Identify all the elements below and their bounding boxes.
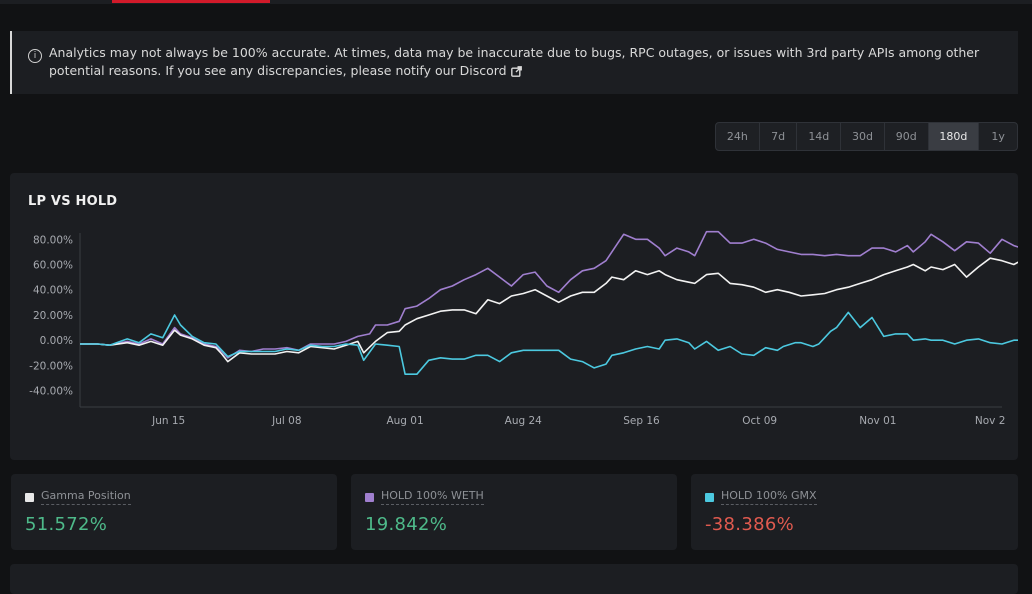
stat-value: -38.386% bbox=[705, 514, 794, 535]
chart-title: LP VS HOLD bbox=[28, 194, 118, 209]
y-tick-label: 0.00% bbox=[40, 335, 73, 347]
stat-label: HOLD 100% WETH bbox=[365, 489, 484, 505]
stat-value: 19.842% bbox=[365, 514, 448, 535]
stat-label-text[interactable]: HOLD 100% WETH bbox=[381, 489, 484, 505]
x-tick-label: Aug 01 bbox=[386, 415, 423, 427]
series-line-2 bbox=[80, 311, 1018, 375]
range-button-90d[interactable]: 90d bbox=[885, 123, 929, 150]
analytics-disclaimer: i Analytics may not always be 100% accur… bbox=[10, 31, 1018, 94]
y-tick-label: 20.00% bbox=[33, 310, 73, 322]
y-tick-label: 80.00% bbox=[33, 234, 73, 246]
series-line-1 bbox=[80, 257, 1018, 363]
external-link-icon[interactable] bbox=[510, 64, 522, 82]
x-tick-label: Oct 09 bbox=[742, 415, 777, 427]
x-tick-label: Jun 15 bbox=[151, 415, 185, 427]
y-tick-label: 40.00% bbox=[33, 285, 73, 297]
info-icon: i bbox=[28, 49, 42, 63]
stat-value: 51.572% bbox=[25, 514, 108, 535]
top-nav-bar bbox=[0, 0, 1032, 4]
x-tick-label: Jul 08 bbox=[271, 415, 301, 427]
range-button-7d[interactable]: 7d bbox=[760, 123, 798, 150]
x-tick-label: Sep 16 bbox=[623, 415, 660, 427]
legend-swatch bbox=[365, 492, 374, 502]
range-button-1y[interactable]: 1y bbox=[991, 130, 1005, 143]
range-button-14d[interactable]: 14d bbox=[797, 123, 842, 150]
y-tick-label: -40.00% bbox=[29, 386, 73, 398]
series-line-0 bbox=[80, 230, 1018, 359]
disclaimer-message: Analytics may not always be 100% accurat… bbox=[49, 45, 980, 78]
x-tick-label: Aug 24 bbox=[505, 415, 543, 427]
stat-card: Gamma Position 51.572% bbox=[11, 474, 337, 550]
x-tick-label: Nov 01 bbox=[859, 415, 896, 427]
next-panel bbox=[10, 564, 1018, 594]
range-button-24h[interactable]: 24h bbox=[716, 123, 760, 150]
stat-label: Gamma Position bbox=[25, 489, 131, 505]
stat-card: HOLD 100% WETH 19.842% bbox=[351, 474, 677, 550]
stat-label-text[interactable]: HOLD 100% GMX bbox=[721, 489, 817, 505]
lp-vs-hold-chart-card: LP VS HOLD 80.00% 60.00% 40.00% 20.00% 0.00%… bbox=[10, 173, 1018, 460]
stat-card: HOLD 100% GMX -38.386% bbox=[691, 474, 1018, 550]
stat-label: HOLD 100% GMX bbox=[705, 489, 817, 505]
range-button-180d[interactable]: 180d bbox=[928, 123, 980, 150]
stat-label-text[interactable]: Gamma Position bbox=[41, 489, 131, 505]
range-button-30d[interactable]: 30d bbox=[841, 123, 885, 150]
y-tick-label: 60.00% bbox=[33, 260, 73, 272]
y-tick-label: -20.00% bbox=[29, 360, 73, 372]
legend-swatch bbox=[705, 492, 714, 502]
x-tick-label: Nov 2 bbox=[975, 415, 1006, 427]
active-tab-indicator bbox=[112, 0, 270, 3]
time-range-selector: 24h 7d 14d 30d 90d 180d 1y bbox=[715, 122, 1018, 151]
lp-vs-hold-chart: 80.00% 60.00% 40.00% 20.00% 0.00% -20.00% -40.… bbox=[29, 230, 1018, 427]
disclaimer-text: Analytics may not always be 100% accurat… bbox=[49, 44, 1009, 82]
legend-swatch bbox=[25, 492, 34, 502]
